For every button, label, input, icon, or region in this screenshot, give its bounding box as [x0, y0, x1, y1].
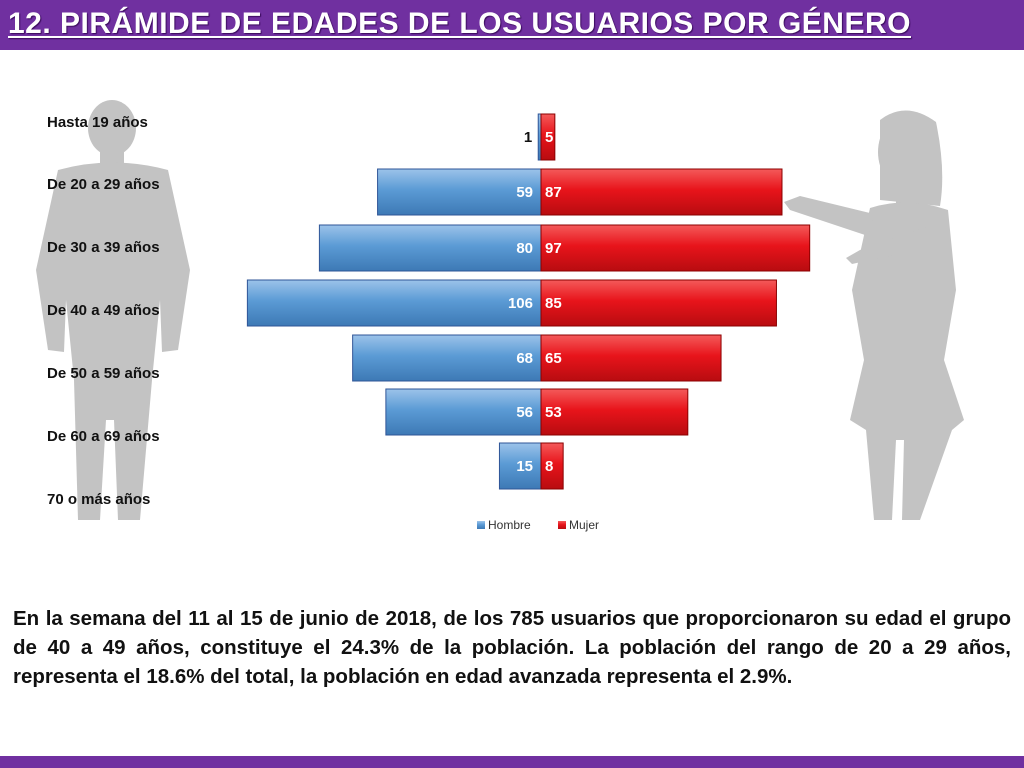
pyramid-chart: Hasta 19 años De 20 a 29 años De 30 a 39 a…: [36, 100, 964, 532]
category-label: Hasta 19 años: [47, 114, 148, 131]
page-title: 12. Pirámide de Edades de los Usuarios p…: [8, 7, 911, 40]
value-label-mujer: 8: [545, 458, 553, 475]
category-label: De 60 a 69 años: [47, 428, 160, 445]
category-label: De 50 a 59 años: [47, 365, 160, 382]
value-label-hombre: 68: [516, 350, 533, 367]
legend-swatch-mujer: [558, 521, 566, 529]
value-label-mujer: 97: [545, 240, 562, 257]
category-label: De 20 a 29 años: [47, 176, 160, 193]
legend-swatch-hombre: [477, 521, 485, 529]
value-label-mujer: 65: [545, 350, 562, 367]
value-label-mujer: 85: [545, 295, 562, 312]
bar-mujer: [540, 388, 689, 436]
legend-label-hombre: Hombre: [488, 518, 531, 532]
bar-hombre: [377, 168, 542, 216]
value-label-hombre: 59: [516, 184, 533, 201]
value-label-mujer: 53: [545, 404, 562, 421]
footer-bar: [0, 756, 1024, 768]
bar-hombre: [352, 334, 542, 382]
summary-text: En la semana del 11 al 15 de junio de 20…: [13, 607, 1011, 688]
value-label-hombre: 56: [516, 404, 533, 421]
bar-mujer: [540, 279, 777, 327]
bar-mujer: [540, 224, 811, 272]
bar-mujer: [540, 442, 564, 490]
bar-mujer: [540, 168, 783, 216]
bar-hombre: [246, 279, 542, 327]
man-silhouette-icon: [36, 100, 190, 520]
value-label-hombre: 106: [508, 295, 533, 312]
bar-mujer: [540, 334, 722, 382]
category-label: De 30 a 39 años: [47, 239, 160, 256]
value-label-mujer: 5: [545, 129, 553, 146]
bar-mujer: [540, 113, 556, 161]
category-label: 70 o más años: [47, 491, 150, 508]
value-label-hombre: 1: [524, 129, 532, 146]
value-label-mujer: 87: [545, 184, 562, 201]
legend-label-mujer: Mujer: [569, 518, 599, 532]
title-bar: 12. Pirámide de Edades de los Usuarios p…: [0, 0, 1024, 50]
value-label-hombre: 15: [516, 458, 533, 475]
value-label-hombre: 80: [516, 240, 533, 257]
category-label: De 40 a 49 años: [47, 302, 160, 319]
bar-hombre: [318, 224, 542, 272]
woman-silhouette-icon: [784, 110, 964, 520]
